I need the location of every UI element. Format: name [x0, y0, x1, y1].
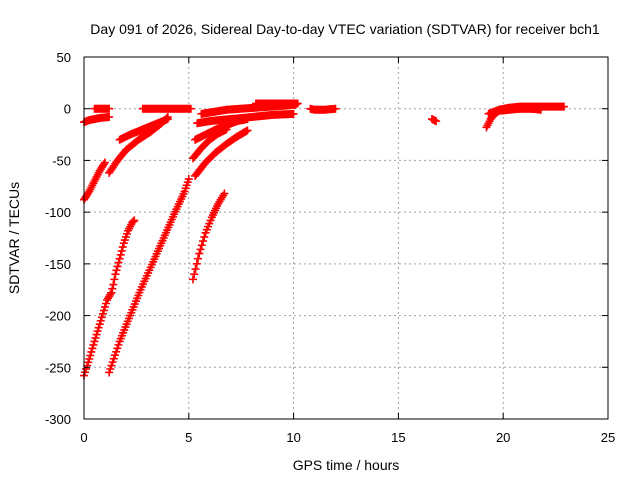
series-arc-17	[306, 104, 340, 114]
data-point	[111, 270, 120, 279]
data-point	[197, 241, 206, 250]
series-arc-14	[193, 109, 298, 128]
data-point	[107, 288, 116, 297]
data-point	[293, 99, 302, 108]
data-point	[114, 258, 123, 267]
data-point	[116, 250, 125, 259]
series-arc-18	[427, 115, 441, 126]
y-tick-label: -100	[45, 205, 71, 220]
series-arc-21	[495, 104, 545, 115]
data-point	[432, 117, 441, 126]
data-point	[100, 158, 109, 167]
series-arc-10	[188, 189, 229, 284]
data-point	[220, 189, 229, 198]
data-point	[196, 245, 205, 254]
x-tick-label: 15	[391, 430, 405, 445]
data-point	[106, 290, 115, 299]
y-tick-label: 50	[57, 50, 71, 65]
y-axis-label: SDTVAR / TECUs	[6, 182, 22, 294]
y-tick-label: -200	[45, 309, 71, 324]
data-point	[559, 102, 568, 111]
chart-title: Day 091 of 2026, Sidereal Day-to-day VTE…	[90, 21, 600, 37]
data-point	[199, 237, 208, 246]
data-point	[331, 104, 340, 113]
y-tick-label: -150	[45, 257, 71, 272]
data-point	[163, 115, 172, 124]
data-point	[200, 232, 209, 241]
data-point	[115, 254, 124, 263]
data-point	[186, 104, 195, 113]
series-arc-09	[138, 104, 195, 113]
data-point	[190, 270, 199, 279]
y-tick-label: -250	[45, 360, 71, 375]
data-point	[88, 344, 97, 353]
data-point	[130, 216, 139, 225]
data-point	[188, 275, 197, 284]
data-point	[99, 160, 108, 169]
series-arc-11	[191, 126, 252, 180]
data-point	[536, 105, 545, 114]
y-tick-label: 0	[64, 102, 71, 117]
data-point	[243, 126, 252, 135]
series-arc-08	[115, 115, 172, 144]
series-arc-16	[251, 99, 302, 108]
data-point	[129, 217, 138, 226]
data-point	[108, 284, 117, 293]
data-point	[191, 265, 200, 274]
y-tick-label: -50	[52, 153, 71, 168]
x-tick-label: 5	[185, 430, 192, 445]
data-point	[113, 262, 122, 271]
data-point	[86, 351, 95, 360]
data-point	[89, 340, 98, 349]
data-point	[105, 112, 114, 121]
data-point	[194, 254, 203, 263]
data-point	[105, 104, 114, 113]
x-tick-label: 0	[80, 430, 87, 445]
data-point	[87, 347, 96, 356]
x-axis-label: GPS time / hours	[293, 457, 400, 473]
data-point	[192, 259, 201, 268]
series-arc-01	[80, 112, 114, 127]
series-arc-05	[107, 216, 139, 297]
plot-frame	[83, 56, 609, 420]
x-tick-label: 20	[496, 430, 510, 445]
data-point	[85, 355, 94, 364]
y-tick-label: -300	[45, 412, 71, 427]
series-arc-06	[105, 175, 193, 377]
x-axis-ticks: 0 5 10 15 20 25	[80, 57, 615, 445]
x-tick-label: 25	[601, 430, 615, 445]
data-point	[110, 275, 119, 284]
series-arc-02	[90, 104, 114, 113]
data-point	[118, 243, 127, 252]
data-point	[289, 109, 298, 118]
series-arc-04	[80, 288, 116, 380]
data-point	[184, 175, 193, 184]
data-point	[117, 246, 126, 255]
data-point	[109, 280, 118, 289]
y-axis-ticks: 50 0 -50 -100 -150 -200 -250 -300	[45, 50, 608, 427]
data-point	[195, 249, 204, 258]
x-tick-label: 10	[286, 430, 300, 445]
data-point	[112, 266, 121, 275]
data-points	[80, 99, 568, 380]
